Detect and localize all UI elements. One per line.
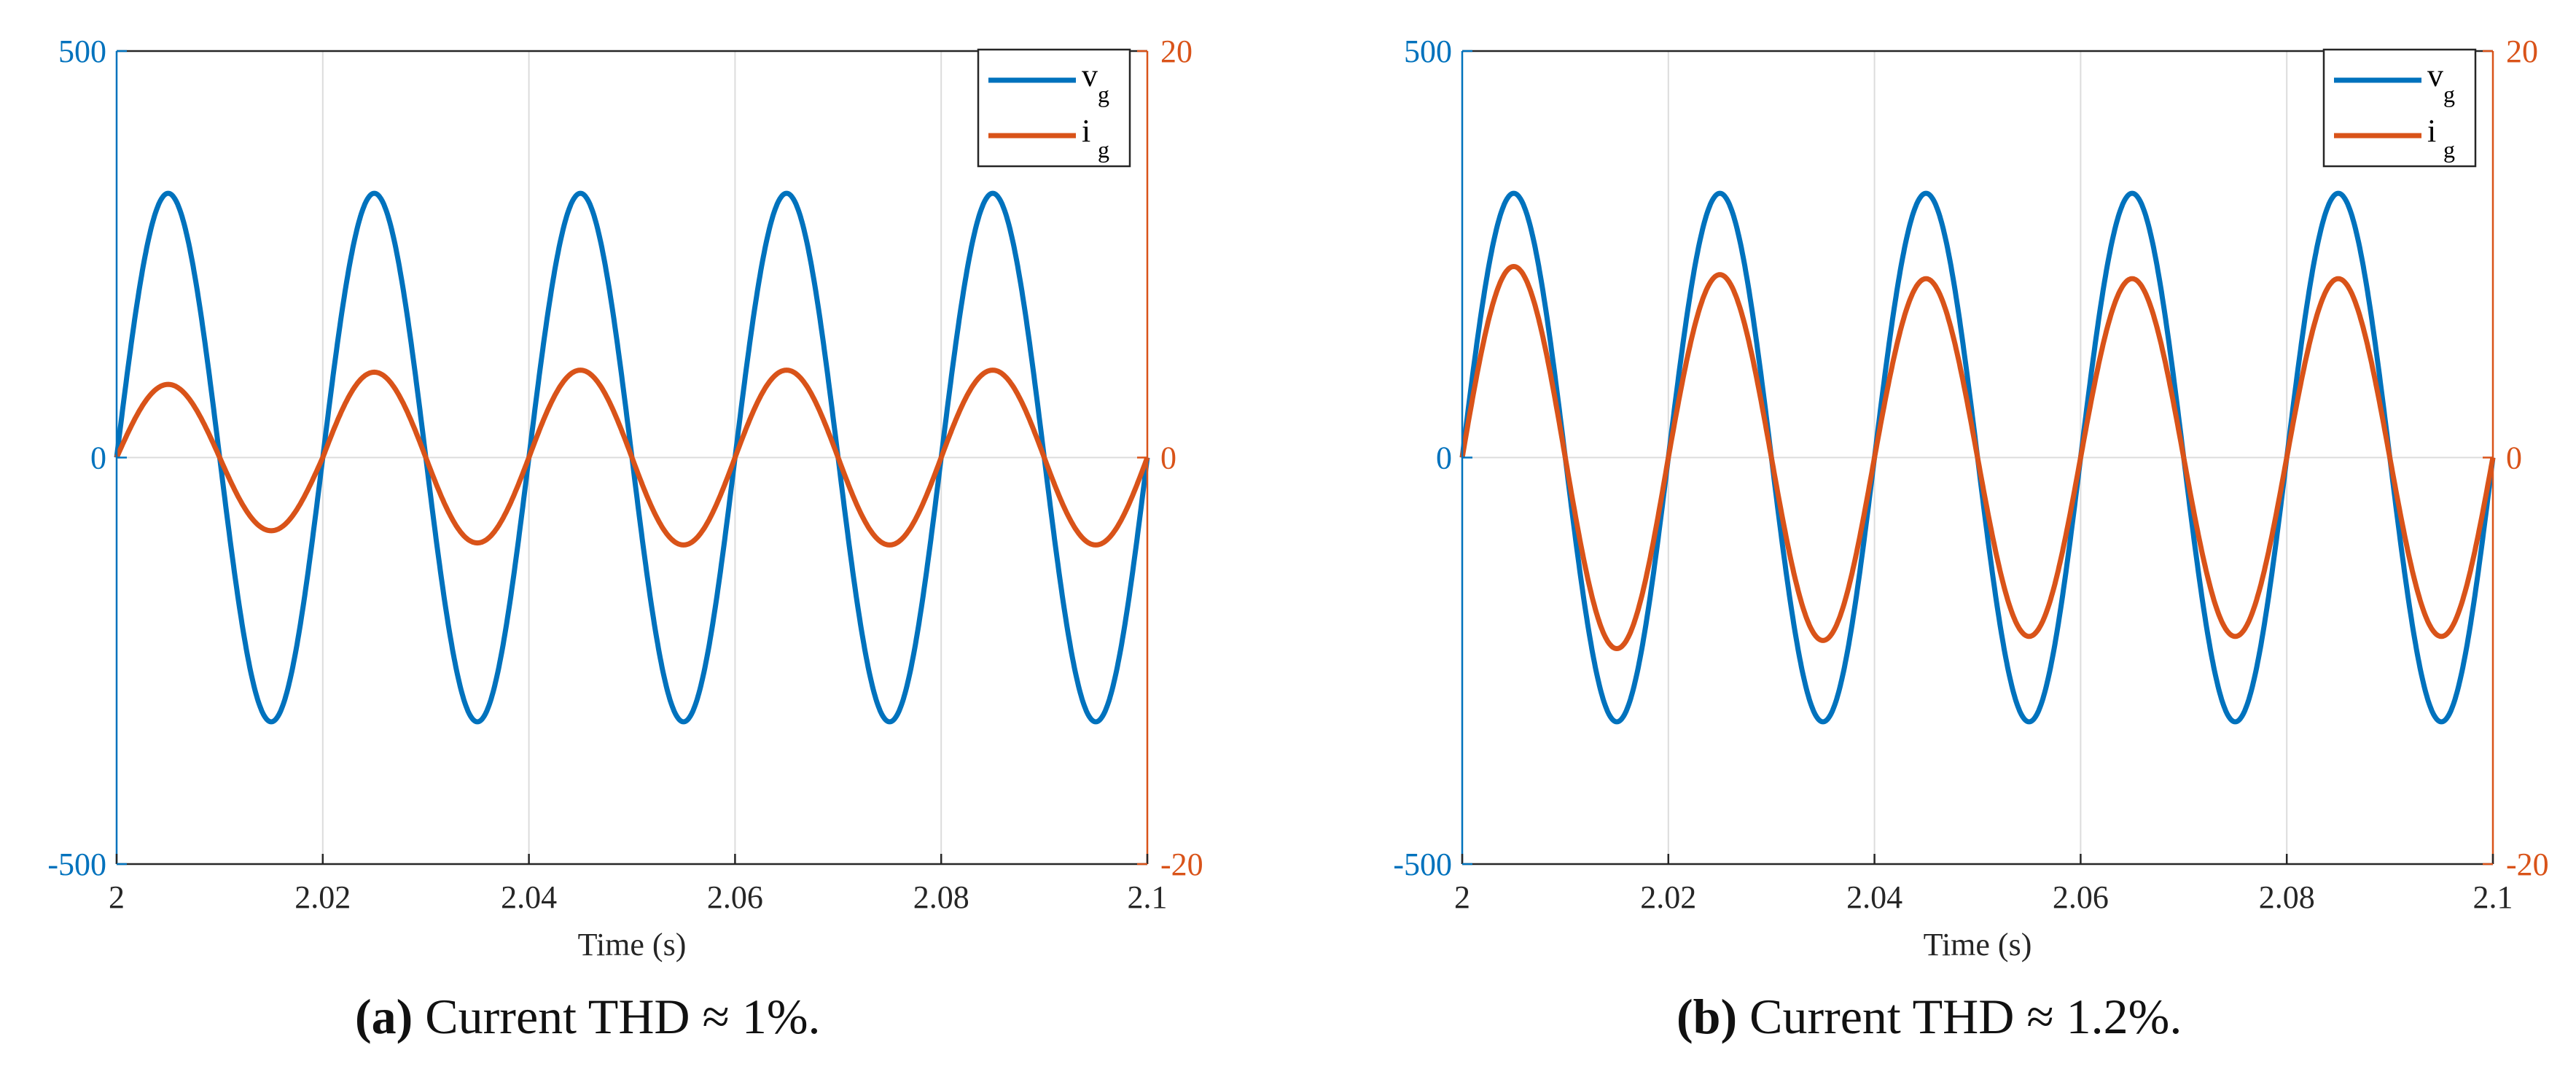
x-tick-label: 2.04 (1846, 879, 1902, 915)
y-left-tick-label: 500 (1404, 34, 1452, 69)
x-tick-label: 2.1 (1128, 879, 1168, 915)
x-axis-label: Time (s) (1924, 927, 2032, 962)
y-right-tick-label: 0 (2506, 440, 2522, 476)
subplot-a: 2 2.02 2.04 2.06 2.08 2.1 500 0 -500 20 0 -20 Time (… (47, 34, 1203, 962)
x-tick-label: 2.08 (2259, 879, 2315, 915)
legend-label-ig: i (2427, 113, 2436, 149)
subplot-b: 2 2.02 2.04 2.06 2.08 2.1 500 0 -500 20 0 -20 Time (… (1393, 34, 2548, 962)
caption-b-text: Current THD ≈ 1.2%. (1749, 989, 2182, 1044)
caption-a-label: (a) (355, 989, 413, 1044)
caption-a: (a) Current THD ≈ 1%. (355, 988, 821, 1046)
x-tick-label: 2.02 (294, 879, 351, 915)
x-tick-label: 2 (1454, 879, 1470, 915)
caption-b-label: (b) (1677, 989, 1738, 1044)
legend-box (977, 48, 1131, 168)
y-left-tick-label: -500 (1393, 847, 1452, 882)
caption-a-text: Current THD ≈ 1%. (425, 989, 821, 1044)
series-line-ig (114, 368, 1150, 548)
caption-b: (b) Current THD ≈ 1.2%. (1677, 988, 2182, 1046)
y-right-tick-label: -20 (1160, 847, 1203, 882)
legend-label-ig: i (1082, 113, 1090, 149)
x-tick-label: 2.1 (2473, 879, 2513, 915)
y-left-tick-label: 0 (1436, 440, 1452, 476)
legend-subscript-ig: g (1098, 136, 1109, 163)
y-left-tick-label: -500 (47, 847, 106, 882)
x-tick-label: 2.02 (1640, 879, 1696, 915)
x-tick-label: 2 (109, 879, 125, 915)
y-right-tick-label: -20 (2506, 847, 2549, 882)
legend-label-vg: v (2427, 58, 2443, 93)
x-axis-label: Time (s) (578, 927, 687, 962)
y-left-tick-label: 500 (58, 34, 106, 69)
legend-label-vg: v (1082, 58, 1098, 93)
x-tick-label: 2.08 (913, 879, 969, 915)
legend-box (2322, 48, 2477, 168)
legend-subscript-ig: g (2443, 136, 2455, 163)
x-tick-label: 2.04 (501, 879, 557, 915)
x-tick-label: 2.06 (2053, 879, 2109, 915)
y-right-tick-label: 0 (1160, 440, 1176, 476)
y-right-tick-label: 20 (2506, 34, 2538, 69)
y-left-tick-label: 0 (90, 440, 106, 476)
y-right-tick-label: 20 (1160, 34, 1193, 69)
legend-subscript-vg: g (2443, 81, 2455, 107)
series-line-ig (1459, 264, 2496, 651)
legend-subscript-vg: g (1098, 81, 1109, 107)
x-tick-label: 2.06 (707, 879, 763, 915)
